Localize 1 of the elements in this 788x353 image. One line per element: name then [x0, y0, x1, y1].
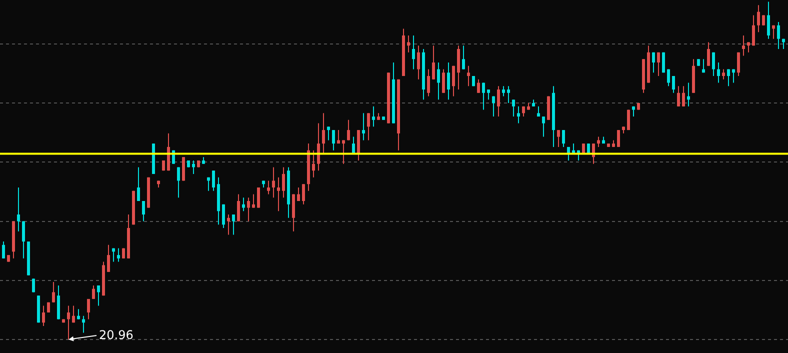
annotation: 20.96	[99, 328, 134, 342]
